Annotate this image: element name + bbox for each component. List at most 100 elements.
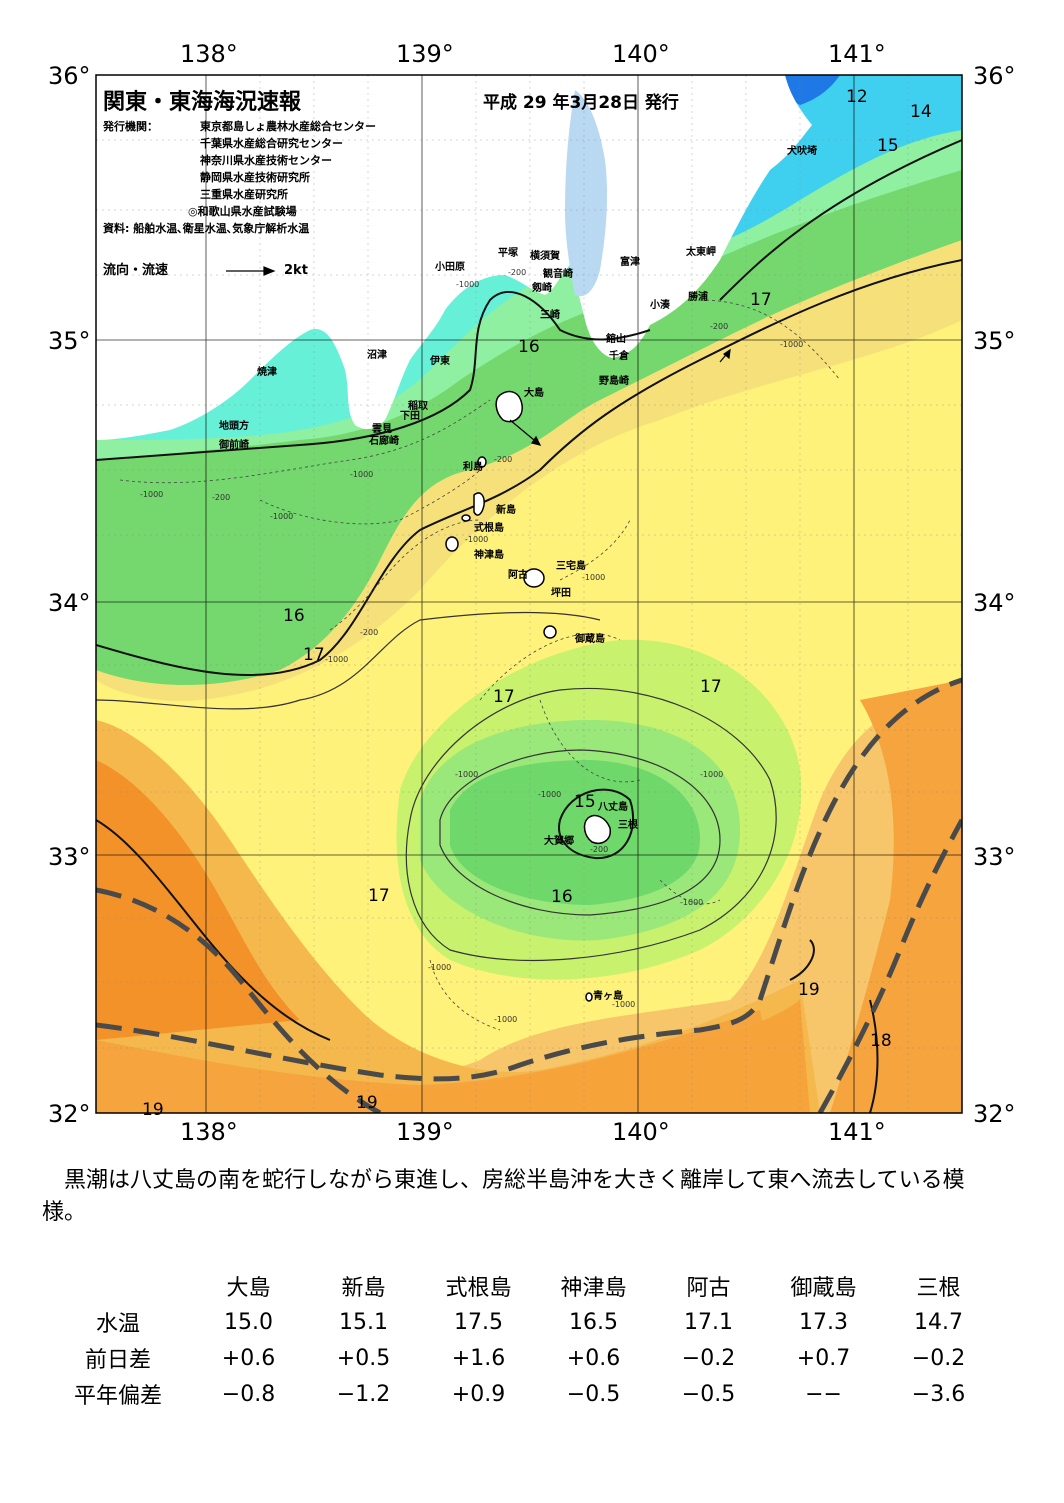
depth-label-17: -1000 [494,1015,518,1024]
isotherm-label-19-bottom: 19 [356,1093,378,1113]
table-cell: +0.6 [221,1345,276,1371]
isotherm-19-sw [96,819,331,1041]
observation-table: 大島 新島 式根島 神津島 阿古 御蔵島 三根 水温 15.0 15.1 17.… [45,1268,996,1412]
place-yaizu: 焼津 [257,367,277,378]
place-kumomi: 雲見 [372,424,392,435]
lat-label-34-left: 34° [48,589,91,617]
isotherm-label-16-south: 16 [551,887,573,907]
isotherm-16-north [96,290,651,461]
column-header: 新島 [341,1276,386,1301]
depth-label-15: -1000 [680,898,704,907]
place-okago: 大賀郷 [544,836,574,847]
isotherm-label-19-bottom-left: 19 [142,1100,164,1120]
column-header: 大島 [226,1276,271,1301]
isotherm-18-lower [96,611,601,710]
summary-text: 黒潮は八丈島の南を蛇行しながら東進し、房総半島沖を大きく離岸して東へ流去している… [42,1168,965,1225]
place-mitsune: 三根 [618,820,638,831]
kuroshio-axis-south [96,887,382,1113]
water-12 [780,75,840,105]
depth-label-19: -200 [590,845,609,854]
place-taitomisaki: 太東岬 [686,247,716,258]
publishers-label: 発行機関： [103,120,158,133]
table-cell: −0.5 [681,1381,736,1407]
lat-label-32-left: 32° [48,1100,91,1128]
map-title: 関東・東海海況速報 [103,90,302,115]
depth-label-20: -1000 [700,770,724,779]
lon-label-141-top: 141° [828,40,886,68]
depth-label-12: -1000 [582,573,606,582]
lat-label-34-right: 34° [973,589,1016,617]
depth-label-1: -1000 [456,280,480,289]
place-hiratsuka: 平塚 [498,248,518,259]
table-row: 水温 15.0 15.1 17.5 16.5 17.1 17.3 14.7 [45,1304,996,1340]
depth-label-11: -1000 [325,655,349,664]
place-tsubota: 坪田 [551,588,571,599]
table-row: 平年偏差 −0.8 −1.2 +0.9 −0.5 −0.5 −− −3.6 [45,1376,996,1412]
isotherm-16-ring [439,749,721,916]
table-cell: −0.8 [221,1381,276,1407]
water-20-se [830,680,962,1113]
lat-label-33-right: 33° [973,843,1016,871]
island-aogashima [585,992,593,1002]
place-jitokata: 地頭方 [219,421,249,432]
isotherm-label-14: 14 [910,102,932,122]
place-numazu: 沼津 [367,350,387,361]
place-oshima: 大島 [524,388,544,399]
lon-label-139-top: 139° [396,40,454,68]
table-header-row: 大島 新島 式根島 神津島 阿古 御蔵島 三根 [45,1268,996,1304]
table-cell: −− [805,1381,842,1407]
isotherm-17-ring [405,687,777,962]
isotherm-label-17-ne: 17 [750,290,772,310]
depth-label-2: -200 [508,268,527,277]
lat-label-32-right: 32° [973,1100,1016,1128]
table-cell: −0.2 [911,1345,966,1371]
isotherm-17-north [96,259,962,677]
place-shimoda: 下田 [400,411,420,422]
place-inatori: 稲取 [408,401,428,412]
place-ito: 伊東 [430,356,450,367]
water-15-16-ring [450,760,700,905]
place-niijima: 新島 [496,505,516,516]
place-misaki: 三崎 [540,310,560,321]
row-label: 平年偏差 [73,1384,162,1409]
table-cell: +0.6 [566,1345,621,1371]
column-header: 阿古 [686,1276,731,1301]
place-odawara: 小田原 [435,262,465,273]
kuroshio-axis-main [96,677,962,1082]
place-yokosuka: 横須賀 [530,251,560,262]
legend-speed: 2kt [284,263,308,278]
table-cell: −0.5 [566,1381,621,1407]
table-cell: 17.1 [684,1309,733,1335]
island-mikurajima [543,625,557,639]
island-kozushima [445,536,459,552]
isotherm-label-15-ne: 15 [877,136,899,156]
tokyo-bay [565,90,608,297]
place-katsuura: 勝浦 [688,292,708,303]
place-mikurajima: 御蔵島 [575,634,605,645]
lon-label-140-top: 140° [612,40,670,68]
isotherm-label-15-hachijo: 15 [574,792,596,812]
table-cell: 16.5 [569,1309,618,1335]
place-hachijojima: 八丈島 [598,802,628,813]
table-cell: 17.3 [799,1309,848,1335]
publisher-shizuoka: 静岡県水産技術研究所 [200,171,310,184]
place-kominato: 小湊 [650,300,670,311]
place-ako: 阿古 [508,570,528,581]
lat-label-36-right: 36° [973,62,1016,90]
table-cell: +0.7 [796,1345,851,1371]
column-header: 三根 [916,1276,961,1301]
lat-label-35-right: 35° [973,327,1016,355]
lat-label-35-left: 35° [48,327,91,355]
isotherm-label-12: 12 [846,87,868,107]
table-cell: 15.0 [224,1309,273,1335]
island-hachijojima [583,814,611,844]
depth-label-10: -200 [360,628,379,637]
depth-label-4: -200 [710,322,729,331]
publisher-tokyo: 東京都島しょ農林水産総合センター [200,120,376,133]
lon-label-140-bottom: 140° [612,1118,670,1146]
isotherm-label-16-north: 16 [518,337,540,357]
lon-label-139-bottom: 139° [396,1118,454,1146]
island-oshima [495,390,523,423]
depth-label-3: -1000 [780,340,804,349]
